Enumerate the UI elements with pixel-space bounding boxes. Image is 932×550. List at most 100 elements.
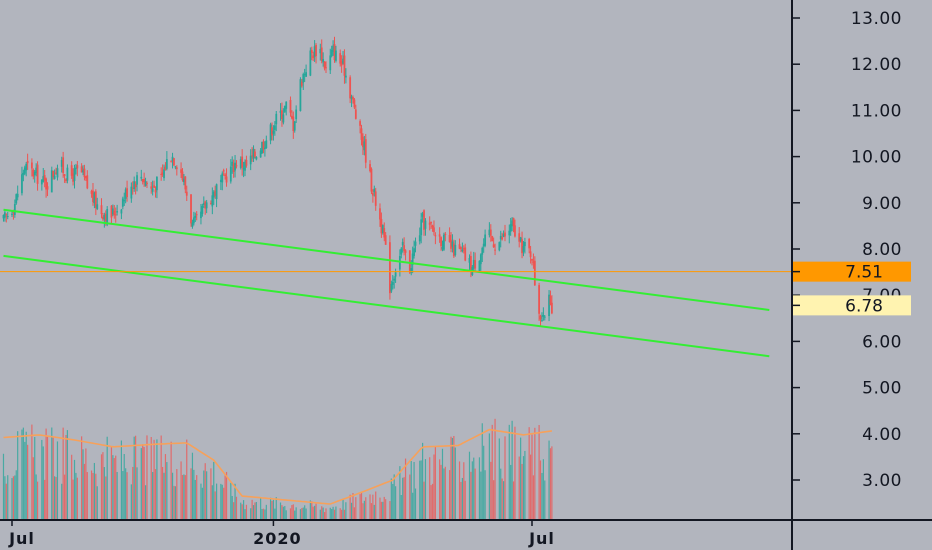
volume-bar <box>152 471 154 520</box>
volume-bar <box>281 505 283 520</box>
volume-bar <box>122 471 124 520</box>
candle <box>332 40 334 56</box>
candle <box>160 167 163 181</box>
candle <box>421 211 424 223</box>
candle <box>514 219 516 238</box>
volume-bar <box>343 509 346 520</box>
candle <box>353 98 356 110</box>
candle <box>200 204 202 225</box>
volume-bar <box>481 423 483 520</box>
candle <box>479 253 482 271</box>
candle <box>90 189 93 198</box>
volume-bar <box>210 468 212 520</box>
candle <box>538 282 541 321</box>
candle <box>340 55 343 73</box>
candle <box>255 156 258 161</box>
candle <box>50 166 53 193</box>
volume-bar <box>478 457 481 520</box>
volume-bar <box>242 500 245 520</box>
volume-bar <box>196 475 198 520</box>
volume-bar <box>311 501 313 520</box>
candle <box>202 196 205 208</box>
candle <box>92 182 94 206</box>
volume-bar <box>292 504 294 520</box>
volume-bar <box>424 459 427 520</box>
volume-bar <box>325 508 327 520</box>
volume-bar <box>92 473 94 520</box>
candle <box>83 164 86 181</box>
candle <box>481 246 484 262</box>
volume-bar <box>362 503 364 520</box>
candle <box>482 238 485 253</box>
volume-bar <box>44 479 46 520</box>
candle <box>548 290 550 322</box>
candle <box>144 177 147 187</box>
trend-line-1[interactable] <box>3 208 770 311</box>
volume-bar <box>234 483 236 520</box>
candle <box>519 236 522 243</box>
volume-bar <box>493 480 495 520</box>
volume-bar <box>133 436 135 520</box>
volume-bar <box>429 457 431 520</box>
volume-bar <box>90 470 93 520</box>
volume-bar <box>449 470 451 520</box>
candle <box>508 224 511 244</box>
candle <box>492 237 495 248</box>
volume-bar <box>194 479 196 520</box>
candle <box>161 164 164 177</box>
candle <box>374 187 377 211</box>
volume-bar <box>373 504 375 520</box>
volume-bar <box>458 461 461 520</box>
volume-bar <box>71 454 73 520</box>
candle <box>389 235 391 300</box>
candle <box>458 238 461 250</box>
volume-bar <box>31 424 33 520</box>
volume-bar <box>162 466 164 520</box>
candle <box>470 251 472 278</box>
candle <box>242 161 245 178</box>
volume-bar <box>430 485 432 520</box>
candle <box>143 172 146 188</box>
volume-bar <box>186 439 188 520</box>
candle <box>330 45 333 58</box>
volume-bar <box>269 497 272 520</box>
price-badges: 7.51 6.78 <box>792 261 911 316</box>
volume-bar <box>444 466 446 520</box>
drawings[interactable] <box>0 208 792 358</box>
volume-bar <box>180 461 182 520</box>
candle <box>219 174 222 190</box>
candle <box>461 242 464 253</box>
candle <box>232 159 235 178</box>
volume-bar <box>375 491 377 520</box>
volume-bar <box>299 509 302 520</box>
candle <box>113 205 116 219</box>
volume-bar <box>450 436 452 520</box>
candle <box>65 178 67 184</box>
volume-bar <box>393 474 395 520</box>
candle <box>518 227 521 248</box>
candle <box>441 240 444 252</box>
volume-bar <box>372 494 374 520</box>
volume-bar <box>285 510 287 520</box>
candle <box>36 161 39 191</box>
candle <box>401 238 404 253</box>
candle <box>541 312 543 322</box>
y-tick-label: 12.00 <box>851 55 902 75</box>
candle <box>460 246 462 253</box>
candle <box>254 149 256 159</box>
candle <box>313 40 316 62</box>
candle <box>364 133 367 169</box>
volume-bar <box>539 460 542 520</box>
volume-bar <box>135 435 137 520</box>
candle <box>333 36 336 63</box>
candle <box>224 172 227 180</box>
candle <box>222 168 225 176</box>
volume-bar <box>82 449 84 520</box>
volume-bar <box>379 497 381 520</box>
candle <box>504 224 506 242</box>
volume-bar <box>160 435 162 520</box>
trend-line-2[interactable] <box>3 254 770 358</box>
